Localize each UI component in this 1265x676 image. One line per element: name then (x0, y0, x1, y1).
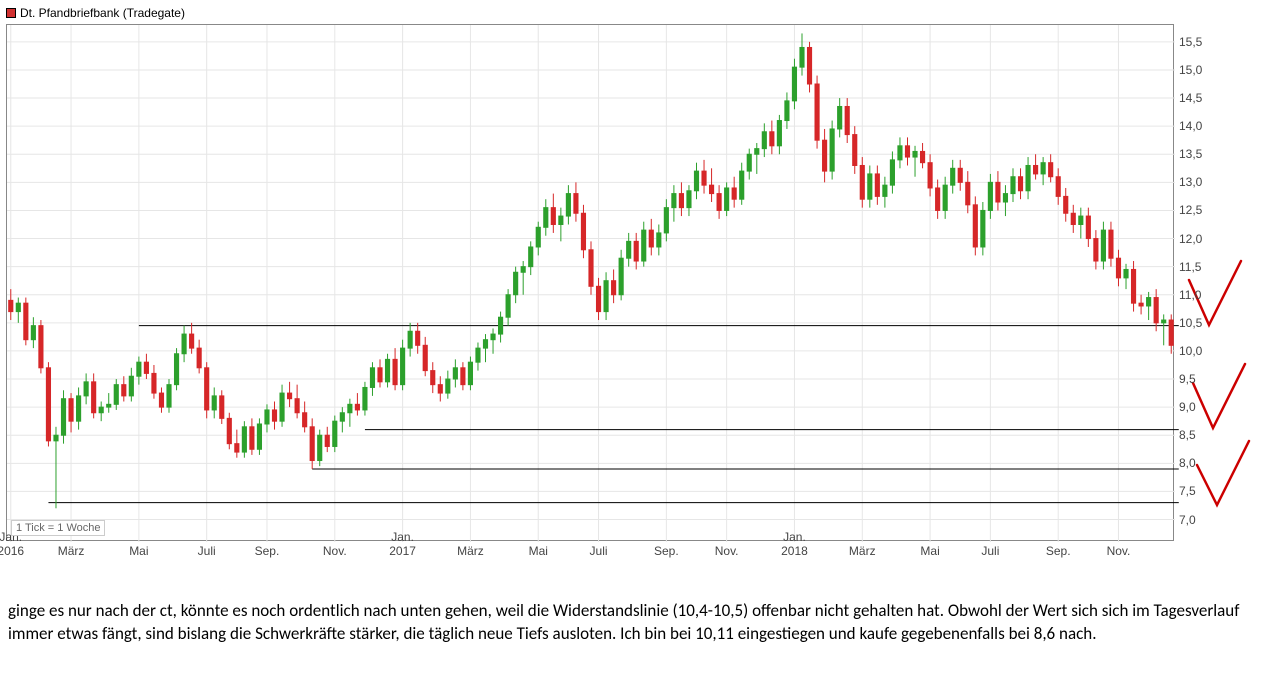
candlestick-chart: Dt. Pfandbriefbank (Tradegate) 7,07,58,0… (6, 6, 1224, 561)
x-tick-label: März (58, 544, 85, 558)
x-tick-label: Mai (129, 544, 148, 558)
y-tick-label: 11,5 (1179, 260, 1215, 274)
plot-area: 7,07,58,08,59,09,510,010,511,011,512,012… (6, 24, 1174, 541)
x-tick-label: März (457, 544, 484, 558)
y-tick-label: 13,0 (1179, 175, 1215, 189)
x-tick-label: Jan.2018 (781, 530, 808, 558)
tick-note: 1 Tick = 1 Woche (11, 520, 105, 536)
x-tick-label: Sep. (1046, 544, 1071, 558)
x-tick-label: Nov. (715, 544, 739, 558)
y-tick-label: 14,0 (1179, 119, 1215, 133)
chart-legend: Dt. Pfandbriefbank (Tradegate) (6, 6, 185, 20)
y-tick-label: 7,5 (1179, 484, 1215, 498)
x-tick-label: Mai (920, 544, 939, 558)
commentary-text: ginge es nur nach der ct, könnte es noch… (8, 600, 1252, 646)
y-tick-label: 15,0 (1179, 63, 1215, 77)
x-tick-label: Sep. (654, 544, 679, 558)
x-tick-label: Nov. (323, 544, 347, 558)
x-tick-label: Juli (590, 544, 608, 558)
y-tick-label: 7,0 (1179, 513, 1215, 527)
y-tick-label: 11,0 (1179, 288, 1215, 302)
y-tick-label: 12,5 (1179, 203, 1215, 217)
x-tick-label: Sep. (255, 544, 280, 558)
y-tick-label: 10,0 (1179, 344, 1215, 358)
y-tick-label: 12,0 (1179, 232, 1215, 246)
y-tick-label: 14,5 (1179, 91, 1215, 105)
x-tick-label: März (849, 544, 876, 558)
y-tick-label: 9,5 (1179, 372, 1215, 386)
y-tick-label: 8,5 (1179, 428, 1215, 442)
x-tick-label: Nov. (1107, 544, 1131, 558)
y-tick-label: 13,5 (1179, 147, 1215, 161)
plot-svg (7, 25, 1175, 542)
y-tick-label: 9,0 (1179, 400, 1215, 414)
y-tick-label: 8,0 (1179, 456, 1215, 470)
chart-title: Dt. Pfandbriefbank (Tradegate) (20, 6, 185, 20)
legend-swatch (6, 8, 16, 18)
x-tick-label: Juli (198, 544, 216, 558)
x-tick-label: Mai (529, 544, 548, 558)
x-tick-label: Jan.2017 (389, 530, 416, 558)
y-tick-label: 10,5 (1179, 316, 1215, 330)
y-tick-label: 15,5 (1179, 35, 1215, 49)
x-tick-label: Juli (981, 544, 999, 558)
